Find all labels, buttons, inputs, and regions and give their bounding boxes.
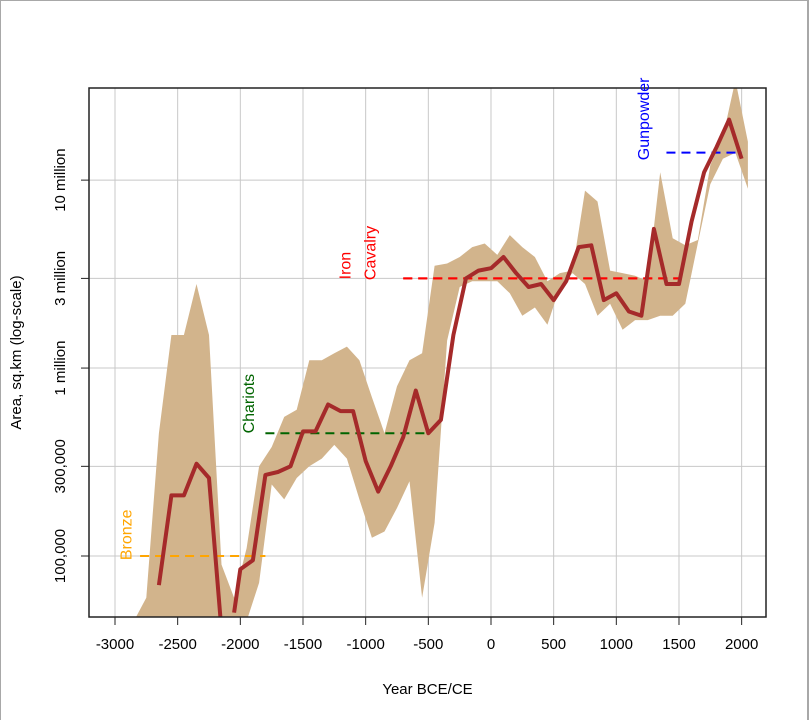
x-tick-label: 2000 <box>725 636 758 653</box>
window-right-border <box>807 0 809 720</box>
annotation-label: Bronze <box>118 509 135 560</box>
x-tick-label: 1000 <box>600 636 633 653</box>
x-tick-label: -3000 <box>96 636 134 653</box>
y-tick-label: 300,000 <box>52 439 69 493</box>
window-left-border <box>0 0 1 720</box>
x-tick-label: -1000 <box>346 636 384 653</box>
annotation-label: Cavalry <box>363 226 380 280</box>
main-series <box>156 117 744 617</box>
x-tick-label: -2000 <box>221 636 259 653</box>
series-line <box>232 117 744 613</box>
annotation-label: Gunpowder <box>636 77 653 160</box>
x-tick-label: 1500 <box>662 636 695 653</box>
y-tick-label: 100,000 <box>52 529 69 583</box>
x-tick-label: 500 <box>541 636 566 653</box>
annotation-label: Iron <box>338 252 355 280</box>
confidence-band <box>136 88 748 617</box>
window-top-border <box>0 0 809 1</box>
x-tick-label: -1500 <box>284 636 322 653</box>
plot-frame <box>88 87 767 618</box>
x-axis-title: Year BCE/CE <box>382 681 472 698</box>
range-band <box>136 88 748 617</box>
y-tick-label: 1 million <box>52 341 69 396</box>
x-tick-label: 0 <box>487 636 495 653</box>
y-tick-label: 10 million <box>52 148 69 211</box>
y-axis-title: Area, sq.km (log-scale) <box>8 275 25 429</box>
series-line <box>156 461 223 617</box>
x-tick-label: -500 <box>413 636 443 653</box>
y-tick-label: 3 million <box>52 251 69 306</box>
x-tick-label: -2500 <box>158 636 196 653</box>
annotation-label: Chariots <box>241 374 258 434</box>
axes: -3000 -2500 -2000 -1500 -1000 -500 0 500 1000 150… <box>52 148 758 653</box>
